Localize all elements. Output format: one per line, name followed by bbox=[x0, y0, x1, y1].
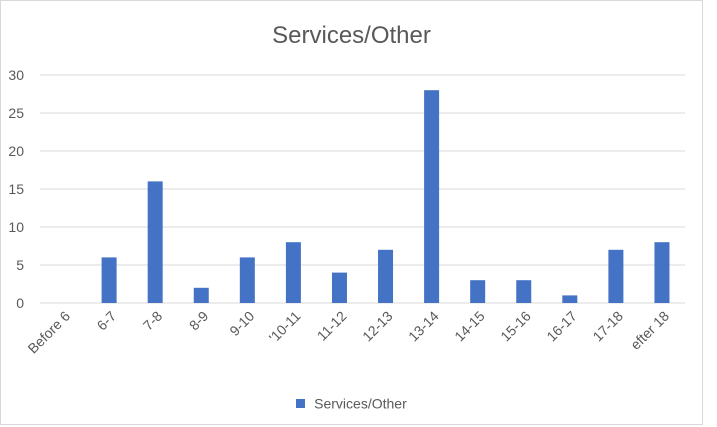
x-tick-label: efter 18 bbox=[627, 308, 672, 353]
y-tick-label: 25 bbox=[8, 105, 24, 121]
bar bbox=[147, 181, 163, 303]
x-tick-labels: Before 6 6-7 7-8 8-9 9-10 '10-11 11-12 12-13 13-… bbox=[24, 308, 672, 357]
chart-title: Services/Other bbox=[272, 22, 431, 49]
x-tick-label: 12-13 bbox=[359, 308, 396, 345]
x-tick-label: 8-9 bbox=[186, 308, 212, 334]
legend: Services/Other bbox=[0, 394, 703, 411]
x-tick-label: 15-16 bbox=[497, 308, 534, 345]
y-tick-label: 5 bbox=[16, 257, 24, 273]
bar bbox=[562, 295, 578, 303]
bar bbox=[608, 249, 624, 303]
bar bbox=[654, 242, 670, 303]
bar bbox=[424, 90, 440, 303]
bar bbox=[193, 287, 209, 303]
bar bbox=[285, 242, 301, 303]
bar bbox=[470, 280, 486, 303]
y-tick-label: 10 bbox=[8, 219, 24, 235]
x-tick-label: 17-18 bbox=[589, 308, 626, 345]
y-tick-labels: 0 5 10 15 20 25 30 bbox=[8, 67, 24, 311]
y-tick-label: 20 bbox=[8, 143, 24, 159]
legend-swatch bbox=[296, 398, 306, 408]
x-tick-label: 11-12 bbox=[314, 308, 350, 344]
gridlines bbox=[40, 74, 685, 304]
bar bbox=[331, 272, 347, 303]
bars bbox=[101, 90, 670, 303]
x-tick-label: 9-10 bbox=[226, 308, 257, 339]
legend-label: Services/Other bbox=[314, 395, 407, 412]
x-tick-label: '10-11 bbox=[266, 308, 304, 346]
x-tick-label: 16-17 bbox=[543, 308, 580, 345]
bar bbox=[101, 257, 117, 303]
y-tick-label: 30 bbox=[8, 67, 24, 83]
y-tick-label: 15 bbox=[8, 181, 24, 197]
x-tick-label: Before 6 bbox=[24, 308, 73, 357]
x-tick-label: 14-15 bbox=[451, 308, 488, 345]
bar bbox=[378, 249, 394, 303]
x-tick-label: 6-7 bbox=[94, 308, 120, 334]
x-tick-label: 13-14 bbox=[405, 308, 442, 345]
x-tick-label: 7-8 bbox=[140, 308, 166, 334]
chart-plot: 0 5 10 15 20 25 30 Before 6 6-7 7-8 8-9 9-10 '10-11… bbox=[8, 67, 685, 357]
bar bbox=[516, 280, 532, 303]
bar bbox=[239, 257, 255, 303]
y-tick-label: 0 bbox=[16, 295, 24, 311]
chart-frame bbox=[0, 0, 703, 425]
